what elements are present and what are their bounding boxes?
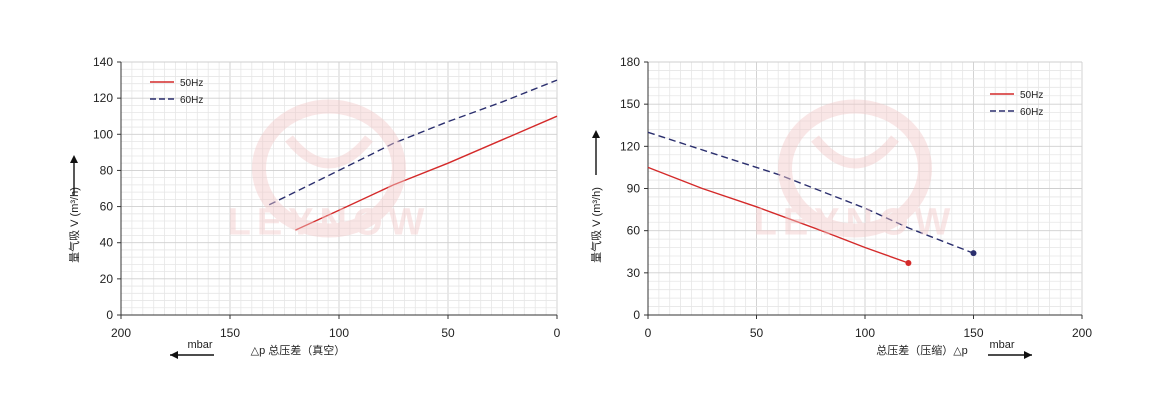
legend-label: 50Hz (1020, 90, 1043, 101)
watermark-text: LEYNOW (754, 202, 957, 244)
x-unit-label: mbar (989, 339, 1014, 351)
x-axis-label: 总压差（压缩）△p (876, 343, 968, 357)
x-unit-label: mbar (187, 339, 212, 351)
y-tick-label: 40 (100, 236, 114, 250)
series-line-60Hz (268, 79, 558, 206)
y-axis-arrow-head (592, 130, 600, 138)
watermark-text: LEYNOW (228, 202, 431, 244)
x-tick-label: 150 (220, 326, 240, 340)
x-unit-arrow-head (1024, 351, 1032, 359)
x-tick-label: 100 (329, 326, 349, 340)
y-tick-label: 20 (100, 272, 114, 286)
y-axis-arrow-head (70, 155, 78, 163)
y-tick-label: 0 (106, 308, 113, 322)
series-line-50Hz (295, 115, 558, 231)
series-end-point (970, 250, 977, 257)
x-tick-label: 0 (554, 326, 561, 340)
y-tick-label: 60 (627, 224, 641, 238)
y-tick-label: 100 (93, 127, 113, 141)
x-tick-label: 200 (111, 326, 131, 340)
watermark-logo: LEYNOW (754, 99, 957, 244)
legend-label: 50Hz (180, 78, 203, 89)
y-tick-label: 30 (627, 266, 641, 280)
x-unit-arrow-head (170, 351, 178, 359)
y-tick-label: 150 (620, 97, 640, 111)
grid (647, 61, 1083, 316)
legend-label: 60Hz (1020, 107, 1043, 118)
y-tick-label: 80 (100, 163, 114, 177)
y-tick-label: 0 (633, 308, 640, 322)
series-end-point (905, 259, 912, 266)
x-tick-label: 200 (1072, 326, 1092, 340)
x-tick-label: 0 (645, 326, 652, 340)
legend-label: 60Hz (180, 95, 203, 106)
x-tick-label: 50 (441, 326, 455, 340)
y-tick-label: 90 (627, 182, 641, 196)
y-tick-label: 120 (93, 91, 113, 105)
x-tick-label: 150 (963, 326, 983, 340)
x-tick-label: 50 (750, 326, 764, 340)
watermark-logo: LEYNOW (228, 99, 431, 244)
legend: 50Hz 60Hz (150, 78, 203, 106)
y-axis-label: 量气吸 V (m³/h) (589, 187, 603, 263)
series-line-50Hz (647, 166, 909, 264)
x-axis-label: △p 总压差（真空） (251, 343, 346, 357)
grid (120, 61, 558, 316)
y-axis-label: 量气吸 V (m³/h) (67, 187, 81, 263)
chart-2: 0 30 60 90 120 150 180 0 50 100 150 200 50Hz 60Hz 量气吸 … (589, 55, 1092, 359)
series-line-60Hz (647, 131, 974, 254)
chart-1: 0 20 40 60 80 100 120 140 200 150 100 50 0 50Hz 60Hz 量气… (67, 55, 561, 359)
y-tick-label: 120 (620, 139, 640, 153)
y-tick-label: 60 (100, 200, 114, 214)
y-tick-label: 140 (93, 55, 113, 69)
y-tick-label: 180 (620, 55, 640, 69)
legend: 50Hz 60Hz (990, 90, 1043, 118)
x-tick-label: 100 (855, 326, 875, 340)
